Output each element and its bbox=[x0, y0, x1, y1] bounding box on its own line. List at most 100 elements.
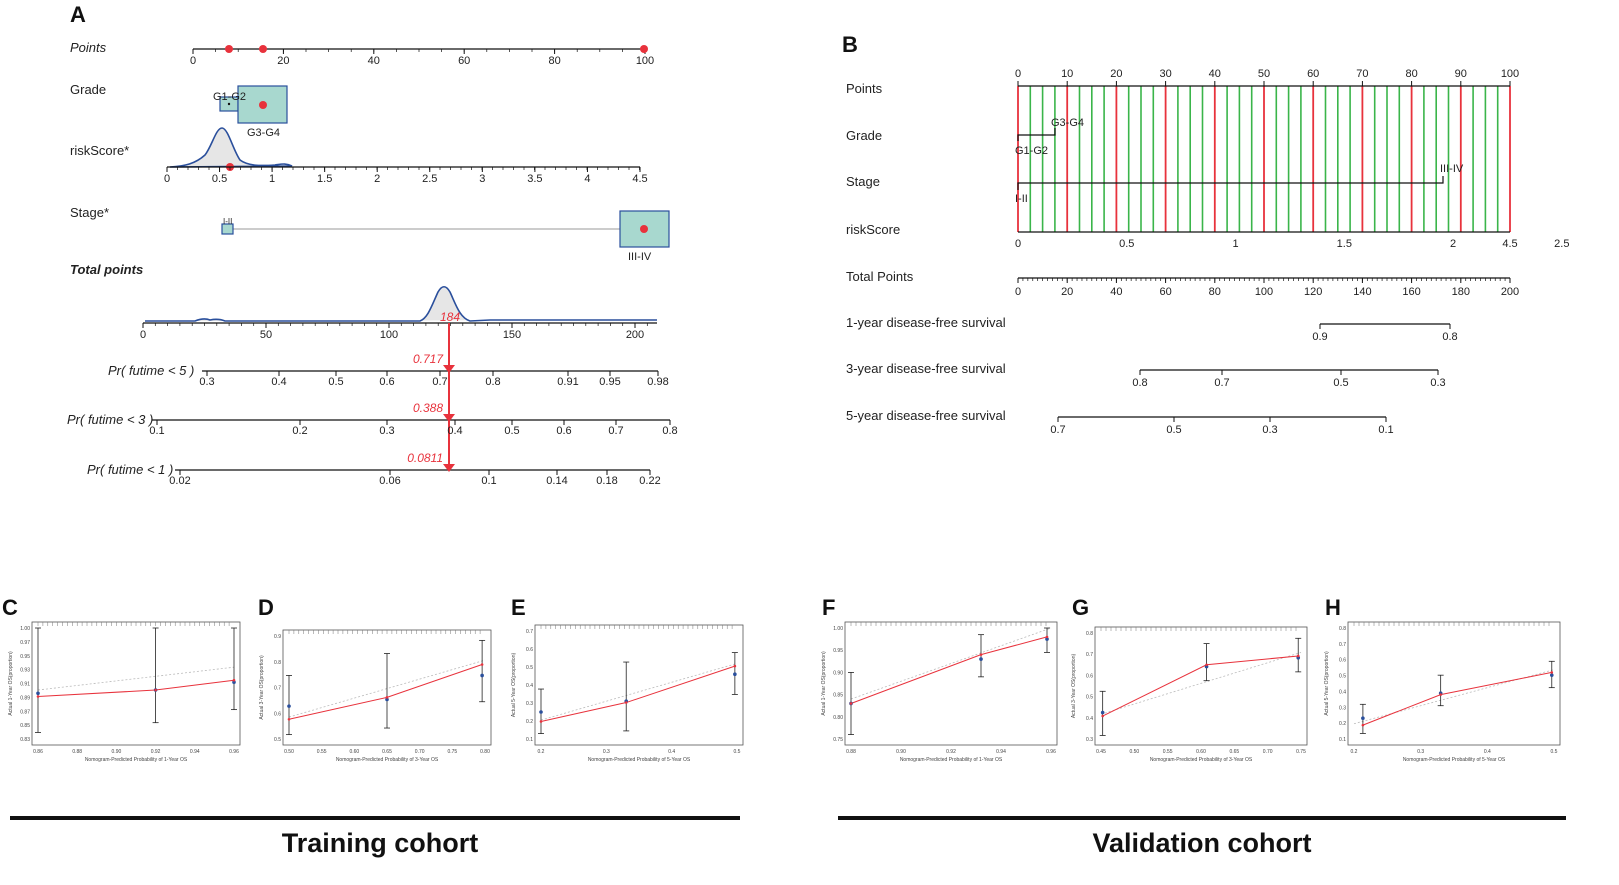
a-prob-label: Pr( futime < 5 ) bbox=[108, 363, 194, 378]
calib-y-tick-label: 0.5 bbox=[274, 737, 281, 743]
a-stage-label-i-ii: I-II bbox=[223, 217, 232, 226]
a-prob-row: Pr( futime < 1 )0.02 0.06 0.1 0.14 0.18 0.22 0… bbox=[87, 451, 661, 487]
b-grade-label-g1g2: G1-G2 bbox=[1015, 145, 1048, 157]
calib-x-label: Nomogram-Predicted Probability of 3-Year… bbox=[1150, 757, 1253, 763]
a-prob-axis-tick-label: 0.3 bbox=[199, 376, 214, 388]
calib-y-tick-label: 0.6 bbox=[1339, 658, 1346, 664]
calib-y-tick-label: 0.3 bbox=[1339, 705, 1346, 711]
calib-point bbox=[539, 710, 543, 714]
b-risk-tick-label: 1.5 bbox=[1337, 238, 1352, 250]
a-prob-axis-tick-label: 0.5 bbox=[504, 425, 519, 437]
b-risk-tick-label: 1 bbox=[1232, 238, 1238, 250]
a-prob-label: Pr( futime < 3 ) bbox=[67, 412, 153, 427]
panel-letter-a: A bbox=[70, 2, 86, 27]
calibration-plot-e: 0.2 0.3 0.4 0.5 0.1 0.2 0.3 0.4 0.5 0.6 0.7 Nomogra… bbox=[511, 624, 744, 763]
b-s1-axis: 0.9 0.8 bbox=[1312, 323, 1458, 343]
a-prob-row: Pr( futime < 3 )0.1 0.2 0.3 0.4 0.5 0.6 0.7 0.8… bbox=[67, 401, 678, 437]
b-total-axis-tick-label: 120 bbox=[1304, 286, 1322, 298]
a-prob-value: 0.717 bbox=[413, 352, 444, 366]
b-total-axis-tick-label: 180 bbox=[1452, 286, 1470, 298]
a-points-axis-tick-label: 80 bbox=[548, 55, 560, 67]
a-prob-axis-tick-label: 0.18 bbox=[596, 475, 617, 487]
calib-x-tick-label: 0.55 bbox=[317, 749, 327, 755]
a-risk-axis-tick-label: 4 bbox=[584, 173, 590, 185]
calib-y-tick-label: 0.8 bbox=[274, 660, 281, 666]
calib-x-tick-label: 0.88 bbox=[846, 749, 856, 755]
calib-point bbox=[1549, 673, 1554, 677]
calib-red-point bbox=[154, 688, 157, 692]
a-prob-marker bbox=[443, 464, 455, 472]
calib-x-tick-label: 0.90 bbox=[896, 749, 906, 755]
calib-red-point bbox=[979, 653, 983, 656]
calib-y-label: Actual 3-Year OS(proportion) bbox=[1071, 654, 1077, 719]
calib-point bbox=[1361, 716, 1365, 720]
calib-y-tick-label: 0.83 bbox=[20, 737, 30, 743]
a-stage-marker bbox=[640, 225, 648, 233]
b-s1-label: 1-year disease-free survival bbox=[846, 315, 1006, 330]
calib-point bbox=[232, 680, 236, 684]
calib-red-point bbox=[849, 702, 853, 705]
calib-y-tick-label: 0.4 bbox=[1339, 689, 1346, 695]
calib-point bbox=[480, 673, 484, 678]
calib-frame bbox=[1347, 621, 1561, 746]
validation-cohort-label: Validation cohort bbox=[1092, 828, 1311, 858]
calib-red-point bbox=[385, 696, 389, 699]
calib-red-point bbox=[539, 720, 543, 723]
calib-x-tick-label: 0.50 bbox=[284, 749, 294, 755]
a-total-axis-tick-label: 150 bbox=[503, 329, 521, 341]
a-total-axis: 0 50 100 150 200 bbox=[140, 322, 657, 341]
a-prob-axis-tick-label: 0.1 bbox=[481, 475, 496, 487]
calib-red-point bbox=[1045, 635, 1049, 639]
b-points-axis-tick-label: 20 bbox=[1110, 68, 1122, 80]
calib-x-tick-label: 0.60 bbox=[349, 749, 359, 755]
a-prob-axis-tick-label: 0.95 bbox=[599, 376, 620, 388]
calib-y-tick-label: 0.75 bbox=[833, 737, 843, 743]
panel-letter-d: D bbox=[258, 595, 274, 620]
panel-a: A Points 0 20 40 60 80 100 Grade G1-G2 G3-G4 … bbox=[67, 2, 678, 487]
training-cohort-bar bbox=[10, 816, 740, 820]
b-s3-axis-tick-label: 0.8 bbox=[1132, 377, 1147, 389]
a-prob-axis-tick-label: 0.3 bbox=[379, 425, 394, 437]
b-total-axis-tick-label: 40 bbox=[1110, 286, 1122, 298]
a-grade-row: G1-G2 G3-G4 bbox=[213, 85, 288, 139]
a-prob-value: 0.0811 bbox=[407, 451, 443, 465]
calib-y-tick-label: 0.2 bbox=[1339, 721, 1346, 727]
a-prob-axis-tick-label: 0.22 bbox=[639, 475, 660, 487]
a-prob-rows: Pr( futime < 5 ) 0.3 0.4 0.5 0.6 0.7 0.8 0.91 0.… bbox=[67, 352, 678, 487]
calib-y-tick-label: 0.5 bbox=[1086, 695, 1093, 701]
calib-x-tick-label: 0.50 bbox=[1129, 749, 1139, 755]
calib-x-tick-label: 0.96 bbox=[229, 749, 239, 755]
a-points-axis: 0 20 40 60 80 100 bbox=[190, 45, 654, 67]
calib-y-tick-label: 0.93 bbox=[20, 668, 30, 674]
calib-x-tick-label: 0.94 bbox=[996, 749, 1006, 755]
calib-y-tick-label: 0.90 bbox=[833, 670, 843, 676]
calib-red-point bbox=[1361, 723, 1365, 727]
calib-x-tick-label: 0.88 bbox=[72, 749, 82, 755]
a-stage-box-i-ii bbox=[221, 223, 234, 235]
b-points-axis-tick-label: 10 bbox=[1061, 68, 1073, 80]
calib-y-tick-label: 0.91 bbox=[20, 682, 30, 688]
a-total-label: Total points bbox=[70, 262, 143, 277]
b-points-axis-tick-label: 60 bbox=[1307, 68, 1319, 80]
calib-red-point bbox=[36, 695, 40, 698]
calib-red-point bbox=[480, 663, 484, 666]
a-points-axis-tick-label: 40 bbox=[368, 55, 380, 67]
panel-letter-b: B bbox=[842, 32, 858, 57]
b-s1-axis-tick-label: 0.8 bbox=[1442, 331, 1457, 343]
calib-x-label: Nomogram-Predicted Probability of 5-Year… bbox=[588, 757, 691, 763]
calib-y-tick-label: 0.5 bbox=[526, 665, 533, 671]
calib-y-tick-label: 0.6 bbox=[274, 711, 281, 717]
calib-point bbox=[1045, 637, 1049, 641]
calib-ideal-line bbox=[37, 666, 235, 691]
calib-x-tick-label: 0.2 bbox=[1351, 749, 1358, 755]
a-prob-axis-tick-label: 0.14 bbox=[546, 475, 567, 487]
b-s3-label: 3-year disease-free survival bbox=[846, 361, 1006, 376]
calibration-plot-c: 0.86 0.88 0.90 0.92 0.94 0.96 0.83 0.85 0.87 0.89… bbox=[8, 621, 241, 763]
a-riskscore-row: 0 0.5 1 1.5 2 2.5 3 3.5 4 4.5 bbox=[164, 127, 648, 185]
a-prob-label: Pr( futime < 1 ) bbox=[87, 462, 173, 477]
calib-y-tick-label: 0.7 bbox=[1339, 642, 1346, 648]
b-risk-tick-label: 2 bbox=[1450, 238, 1456, 250]
b-points-axis-tick-label: 50 bbox=[1258, 68, 1270, 80]
a-grade-label-g1g2: G1-G2 bbox=[213, 91, 246, 103]
a-total-value: 184 bbox=[440, 310, 460, 324]
